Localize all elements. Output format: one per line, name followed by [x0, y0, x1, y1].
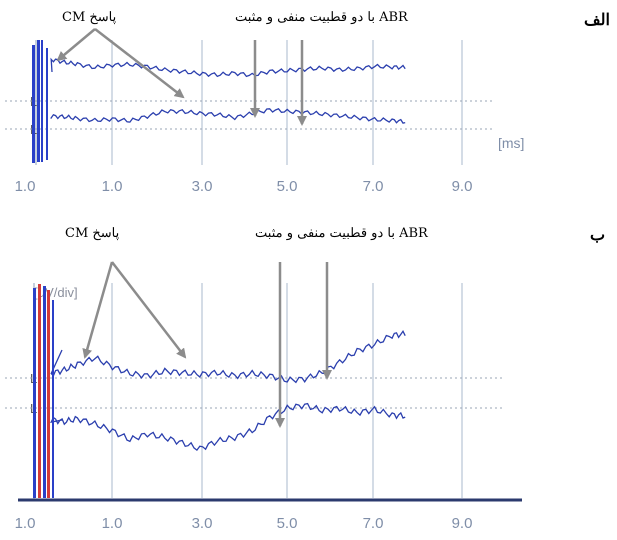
x-tick-label: 7.0 — [363, 178, 384, 195]
arrow-cm-b-1 — [82, 261, 114, 359]
x-tick-label: 5.0 — [277, 178, 298, 195]
stimulus-artifact — [38, 284, 41, 498]
stimulus-artifact — [47, 290, 50, 498]
stimulus-artifact — [46, 48, 48, 160]
stimulus-artifact — [43, 286, 46, 498]
annotation-abr-b: ABR با دو قطبیت منفی و مثبت — [255, 226, 428, 241]
trace-line — [50, 402, 406, 452]
arrow-cm-b-2 — [111, 261, 187, 359]
annotation-abr-a: ABR با دو قطبیت منفی و مثبت — [235, 10, 408, 25]
panel-label-b: ب — [590, 225, 606, 244]
x-tick-label: 3.0 — [192, 515, 213, 532]
x-tick-label: 9.0 — [452, 178, 473, 195]
unit-label-a: [ms] — [498, 135, 524, 151]
arrow-cm-a-2 — [94, 28, 185, 99]
panel-a-plot: L L [ms] 1.01.03.05.07.09.0 — [5, 28, 524, 195]
stimulus-artifact — [33, 288, 36, 498]
stimulus-artifact — [41, 40, 43, 162]
panel-label-a: الف — [584, 10, 610, 29]
panel-b-plot: [μV/div] L L 1.01.03.05.07.09.0 — [5, 261, 522, 532]
x-tick-label: 9.0 — [452, 515, 473, 532]
trace-line — [50, 108, 406, 124]
annotation-cm-b: پاسخ CM — [65, 226, 120, 241]
stimulus-artifact — [32, 45, 35, 163]
arrow-cm-a-1 — [56, 28, 96, 62]
annotation-cm-a: پاسخ CM — [62, 10, 117, 25]
x-tick-label: 5.0 — [277, 515, 298, 532]
x-tick-label: 1.0 — [15, 178, 36, 195]
x-tick-label: 7.0 — [363, 515, 384, 532]
trace-line — [50, 330, 406, 384]
trace-line — [50, 57, 406, 78]
x-tick-label: 3.0 — [192, 178, 213, 195]
x-tick-label: 1.0 — [102, 178, 123, 195]
stimulus-artifact — [37, 40, 40, 162]
x-tick-label: 1.0 — [102, 515, 123, 532]
x-tick-label: 1.0 — [15, 515, 36, 532]
stimulus-artifact — [52, 300, 54, 498]
